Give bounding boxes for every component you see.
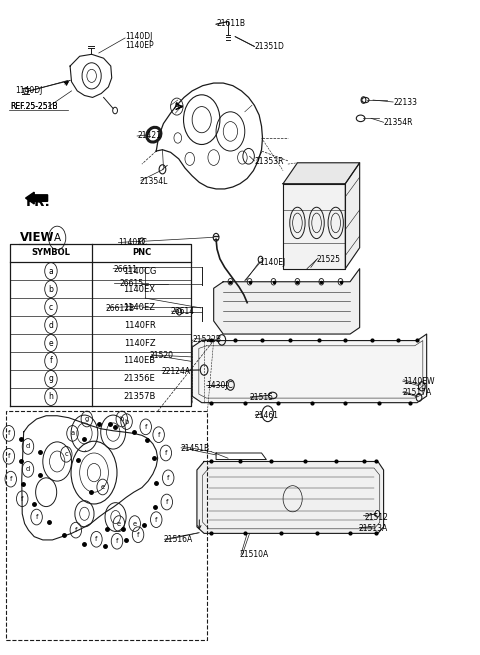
Text: VIEW: VIEW <box>20 231 54 244</box>
Text: h: h <box>48 392 53 402</box>
Text: 21353R: 21353R <box>254 157 284 166</box>
Polygon shape <box>192 334 427 403</box>
Text: A: A <box>54 233 61 243</box>
Text: f: f <box>21 496 24 502</box>
Text: 1140EX: 1140EX <box>123 285 156 293</box>
Text: 26614: 26614 <box>170 307 195 316</box>
Polygon shape <box>214 269 360 334</box>
Text: 1140FZ: 1140FZ <box>124 339 156 348</box>
Text: PNC: PNC <box>132 248 152 257</box>
Text: f: f <box>157 432 160 438</box>
Text: FR.: FR. <box>25 195 50 208</box>
Text: f: f <box>8 430 10 436</box>
Text: REF.25-251B: REF.25-251B <box>10 102 58 111</box>
Text: f: f <box>144 424 147 430</box>
Text: 26615: 26615 <box>120 279 144 288</box>
Text: 1140EB: 1140EB <box>123 356 156 365</box>
Text: 1430JC: 1430JC <box>206 381 233 390</box>
Polygon shape <box>197 462 384 533</box>
Text: f: f <box>165 450 167 456</box>
Text: f: f <box>8 453 10 459</box>
Text: f: f <box>36 514 38 520</box>
Text: 21421: 21421 <box>137 132 161 140</box>
Text: c: c <box>64 451 68 457</box>
Text: f: f <box>95 536 97 542</box>
FancyArrow shape <box>25 192 48 204</box>
Text: f: f <box>155 517 157 523</box>
Text: g: g <box>84 416 89 422</box>
Text: 22133: 22133 <box>393 98 417 107</box>
Text: 21461: 21461 <box>254 411 278 421</box>
Text: 22124A: 22124A <box>161 367 190 376</box>
Text: e: e <box>132 521 137 527</box>
Text: b: b <box>48 285 53 293</box>
Text: 21510A: 21510A <box>240 550 269 559</box>
Text: f: f <box>166 499 168 505</box>
Text: 1140EP: 1140EP <box>125 41 154 50</box>
Text: 21354R: 21354R <box>384 119 413 128</box>
Text: 21354L: 21354L <box>140 177 168 185</box>
Polygon shape <box>283 163 360 183</box>
Text: 21517A: 21517A <box>403 388 432 398</box>
Text: 1140EW: 1140EW <box>403 377 434 386</box>
Text: c: c <box>49 303 53 312</box>
Text: a: a <box>48 267 53 276</box>
Text: f: f <box>49 356 52 365</box>
Text: 1140DJ: 1140DJ <box>125 32 153 41</box>
Text: f: f <box>137 532 139 538</box>
Text: SYMBOL: SYMBOL <box>32 248 71 257</box>
Text: f: f <box>75 527 77 533</box>
Text: d: d <box>48 320 53 329</box>
Text: 1140FC: 1140FC <box>118 238 147 247</box>
Text: 1140DJ: 1140DJ <box>15 86 42 96</box>
Text: e: e <box>117 521 121 527</box>
Text: 26612B: 26612B <box>106 304 135 313</box>
Text: 21515: 21515 <box>250 393 274 402</box>
Text: 21512: 21512 <box>364 513 388 521</box>
Text: d: d <box>26 443 30 449</box>
Text: REF.25-251B: REF.25-251B <box>10 102 58 111</box>
Text: h: h <box>120 416 124 422</box>
Text: 1140EZ: 1140EZ <box>123 303 156 312</box>
Text: 1140CG: 1140CG <box>123 267 156 276</box>
Text: f: f <box>10 476 12 482</box>
Text: 21357B: 21357B <box>123 392 156 402</box>
Polygon shape <box>345 163 360 269</box>
Text: f: f <box>116 538 118 544</box>
Text: 21451B: 21451B <box>180 444 209 453</box>
Text: 21520: 21520 <box>149 351 173 360</box>
Text: 1140EJ: 1140EJ <box>259 257 286 267</box>
Text: 21522B: 21522B <box>192 335 221 345</box>
Text: A: A <box>174 102 180 111</box>
Text: 21513A: 21513A <box>359 523 388 533</box>
Text: b: b <box>124 419 129 424</box>
Text: 21525: 21525 <box>317 255 341 264</box>
Text: 26611: 26611 <box>113 265 137 274</box>
Text: g: g <box>48 375 53 383</box>
Text: 21351D: 21351D <box>254 42 284 51</box>
Text: e: e <box>101 484 105 490</box>
Text: d: d <box>26 466 30 472</box>
Text: f: f <box>167 475 169 481</box>
Text: 21356E: 21356E <box>124 375 156 383</box>
Text: 1140FR: 1140FR <box>124 320 156 329</box>
Text: a: a <box>71 430 74 436</box>
Text: e: e <box>48 339 53 348</box>
Polygon shape <box>283 183 345 269</box>
Text: 21516A: 21516A <box>163 535 192 544</box>
Text: 21611B: 21611B <box>216 19 245 28</box>
